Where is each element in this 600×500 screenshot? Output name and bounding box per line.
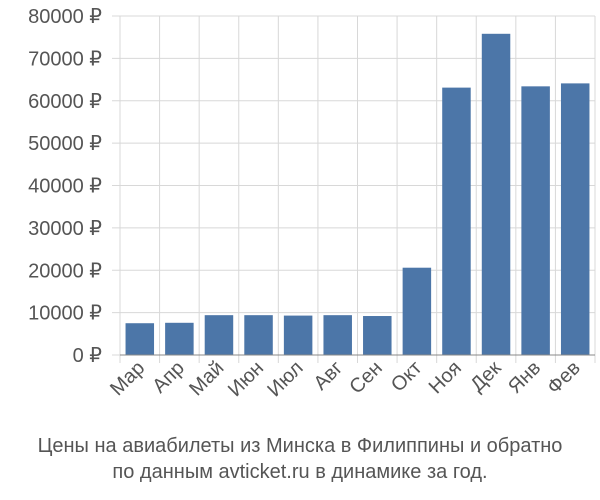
- x-tick-label: Сен: [345, 357, 386, 398]
- bar: [521, 86, 550, 355]
- bar: [442, 87, 471, 356]
- y-tick-label: 80000 ₽: [28, 6, 102, 28]
- x-tick-label: Фев: [543, 357, 585, 399]
- bar: [204, 315, 234, 355]
- bar: [283, 315, 313, 355]
- bar: [560, 83, 590, 355]
- y-tick-label: 40000 ₽: [28, 176, 102, 198]
- x-tick-label: Мар: [106, 357, 149, 400]
- grid: [112, 15, 596, 363]
- bar: [363, 316, 392, 355]
- chart-caption-line-2: по данным avticket.ru в динамике за год.: [112, 461, 488, 483]
- bar: [323, 315, 352, 355]
- y-tick-label: 20000 ₽: [28, 260, 102, 282]
- y-tick-label: 70000 ₽: [28, 48, 102, 70]
- x-tick-label: Май: [185, 357, 228, 400]
- bar: [125, 323, 155, 355]
- y-tick-label: 0 ₽: [73, 345, 103, 367]
- bar: [402, 267, 432, 355]
- y-tick-label: 30000 ₽: [28, 218, 102, 240]
- bar: [165, 322, 194, 355]
- x-tick-label: Авг: [310, 357, 348, 395]
- y-tick-label: 60000 ₽: [28, 91, 102, 113]
- bars: [125, 33, 590, 356]
- chart-caption-line-1: Цены на авиабилеты из Минска в Филиппины…: [37, 435, 563, 457]
- x-tick-label: Окт: [387, 357, 426, 396]
- x-tick-label: Июл: [263, 357, 307, 401]
- x-tick-label: Апр: [148, 357, 189, 398]
- x-tick-label: Июн: [224, 357, 268, 401]
- x-tick-label: Янв: [504, 357, 545, 398]
- bar: [481, 33, 511, 356]
- bar-chart: 0 ₽ 10000 ₽ 20000 ₽ 30000 ₽ 40000 ₽ 50000 ₽ 60…: [28, 6, 596, 401]
- bar: [244, 315, 273, 355]
- x-tick-label: Дек: [466, 357, 505, 396]
- y-tick-label: 50000 ₽: [28, 133, 102, 155]
- x-tick-label: Ноя: [425, 357, 466, 398]
- y-tick-label: 10000 ₽: [28, 303, 102, 325]
